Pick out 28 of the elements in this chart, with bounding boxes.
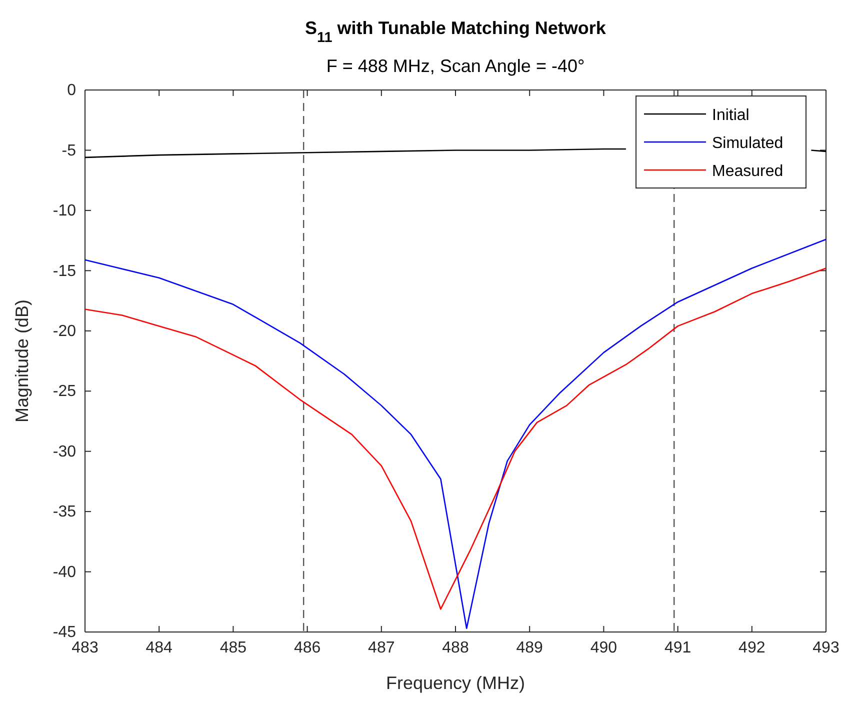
legend-label: Initial xyxy=(712,107,750,124)
y-axis-title: Magnitude (dB) xyxy=(12,299,32,423)
x-tick-label: 484 xyxy=(146,639,173,656)
y-tick-label: -5 xyxy=(62,142,76,160)
legend-label: Measured xyxy=(712,163,784,180)
chart-subtitle: F = 488 MHz, Scan Angle = -40° xyxy=(326,56,585,76)
y-tick-label: -30 xyxy=(52,443,76,460)
x-tick-label: 485 xyxy=(220,639,247,656)
y-tick-label: -20 xyxy=(52,323,76,340)
x-tick-label: 489 xyxy=(516,639,544,656)
y-tick-label: -45 xyxy=(52,624,76,642)
y-tick-label: -10 xyxy=(52,202,76,220)
x-tick-label: 486 xyxy=(294,639,321,656)
y-tick-label: 0 xyxy=(67,82,76,100)
x-tick-label: 491 xyxy=(664,639,692,656)
x-tick-label: 487 xyxy=(368,639,395,656)
y-tick-label: -25 xyxy=(52,383,76,400)
x-tick-label: 492 xyxy=(738,639,766,656)
x-tick-label: 488 xyxy=(442,639,469,656)
x-tick-label: 493 xyxy=(812,639,840,656)
x-axis-title: Frequency (MHz) xyxy=(386,673,526,693)
y-tick-label: -40 xyxy=(52,564,76,581)
y-tick-label: -35 xyxy=(52,504,76,521)
y-tick-label: -15 xyxy=(52,262,76,280)
x-tick-label: 490 xyxy=(590,639,618,656)
x-tick-label: 483 xyxy=(72,639,98,656)
chart-title: S$_{11}$ with Tunable Matching Network xyxy=(305,18,607,46)
legend-label: Simulated xyxy=(712,135,784,152)
